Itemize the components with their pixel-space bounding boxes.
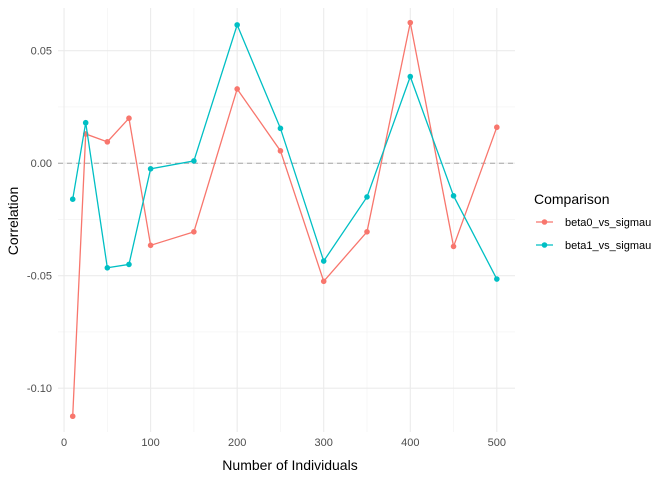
- legend-key-point: [541, 242, 548, 248]
- legend-key-point: [541, 219, 548, 225]
- legend-label: beta1_vs_sigmau: [565, 240, 651, 252]
- data-point-beta0_vs_sigmau: [277, 148, 284, 154]
- y-axis-ticks: -0.10 -0.05 0.00 0.05: [27, 46, 52, 395]
- data-point-beta1_vs_sigmau: [104, 264, 111, 271]
- legend-title: Comparison: [534, 191, 609, 207]
- legend-item-beta0_vs_sigmau: beta0_vs_sigmau: [536, 217, 651, 229]
- y-tick-label: -0.10: [27, 383, 52, 395]
- series-beta1_vs_sigmau: [69, 22, 500, 282]
- data-point-beta1_vs_sigmau: [69, 196, 76, 202]
- x-axis-ticks: 0 100 200 300 400 500: [61, 437, 506, 449]
- y-tick-label: 0.05: [31, 46, 52, 58]
- legend-item-beta1_vs_sigmau: beta1_vs_sigmau: [536, 240, 651, 252]
- data-point-beta1_vs_sigmau: [364, 194, 370, 200]
- data-point-beta1_vs_sigmau: [277, 125, 284, 132]
- x-tick-label: 0: [61, 437, 67, 449]
- data-point-beta1_vs_sigmau: [191, 158, 197, 164]
- data-point-beta0_vs_sigmau: [494, 124, 500, 131]
- series-line-beta1_vs_sigmau: [72, 22, 498, 280]
- data-point-beta1_vs_sigmau: [147, 166, 154, 172]
- data-point-beta0_vs_sigmau: [126, 115, 132, 122]
- x-tick-label: 100: [141, 437, 159, 449]
- data-point-beta1_vs_sigmau: [407, 73, 414, 80]
- data-point-beta0_vs_sigmau: [69, 413, 76, 420]
- x-tick-label: 200: [228, 437, 246, 449]
- data-point-beta1_vs_sigmau: [234, 22, 240, 28]
- x-tick-label: 400: [401, 437, 419, 449]
- data-point-beta0_vs_sigmau: [147, 242, 154, 249]
- data-point-beta0_vs_sigmau: [407, 19, 414, 26]
- x-axis-title: Number of Individuals: [222, 457, 357, 473]
- legend-label: beta0_vs_sigmau: [565, 217, 651, 229]
- legend: Comparison beta0_vs_sigmau beta1_vs_sigma…: [534, 191, 651, 252]
- data-point-beta1_vs_sigmau: [320, 258, 327, 264]
- data-point-beta1_vs_sigmau: [450, 193, 457, 199]
- x-tick-label: 500: [488, 437, 506, 449]
- data-point-beta0_vs_sigmau: [450, 243, 457, 250]
- data-point-beta1_vs_sigmau: [82, 119, 89, 126]
- series-beta0_vs_sigmau: [69, 19, 500, 420]
- y-tick-label: -0.05: [27, 271, 52, 283]
- y-axis-title: Correlation: [5, 187, 21, 255]
- data-point-beta0_vs_sigmau: [320, 278, 327, 285]
- grid-layer: [58, 8, 515, 432]
- series-layer: [69, 19, 500, 420]
- legend-items: beta0_vs_sigmau beta1_vs_sigmau: [536, 217, 651, 252]
- y-tick-label: 0.00: [31, 158, 52, 170]
- data-point-beta1_vs_sigmau: [494, 276, 500, 282]
- x-tick-label: 300: [315, 437, 333, 449]
- data-point-beta1_vs_sigmau: [126, 261, 132, 268]
- data-point-beta0_vs_sigmau: [104, 139, 111, 145]
- data-point-beta0_vs_sigmau: [191, 229, 197, 235]
- data-point-beta0_vs_sigmau: [234, 86, 240, 92]
- data-point-beta0_vs_sigmau: [364, 229, 370, 235]
